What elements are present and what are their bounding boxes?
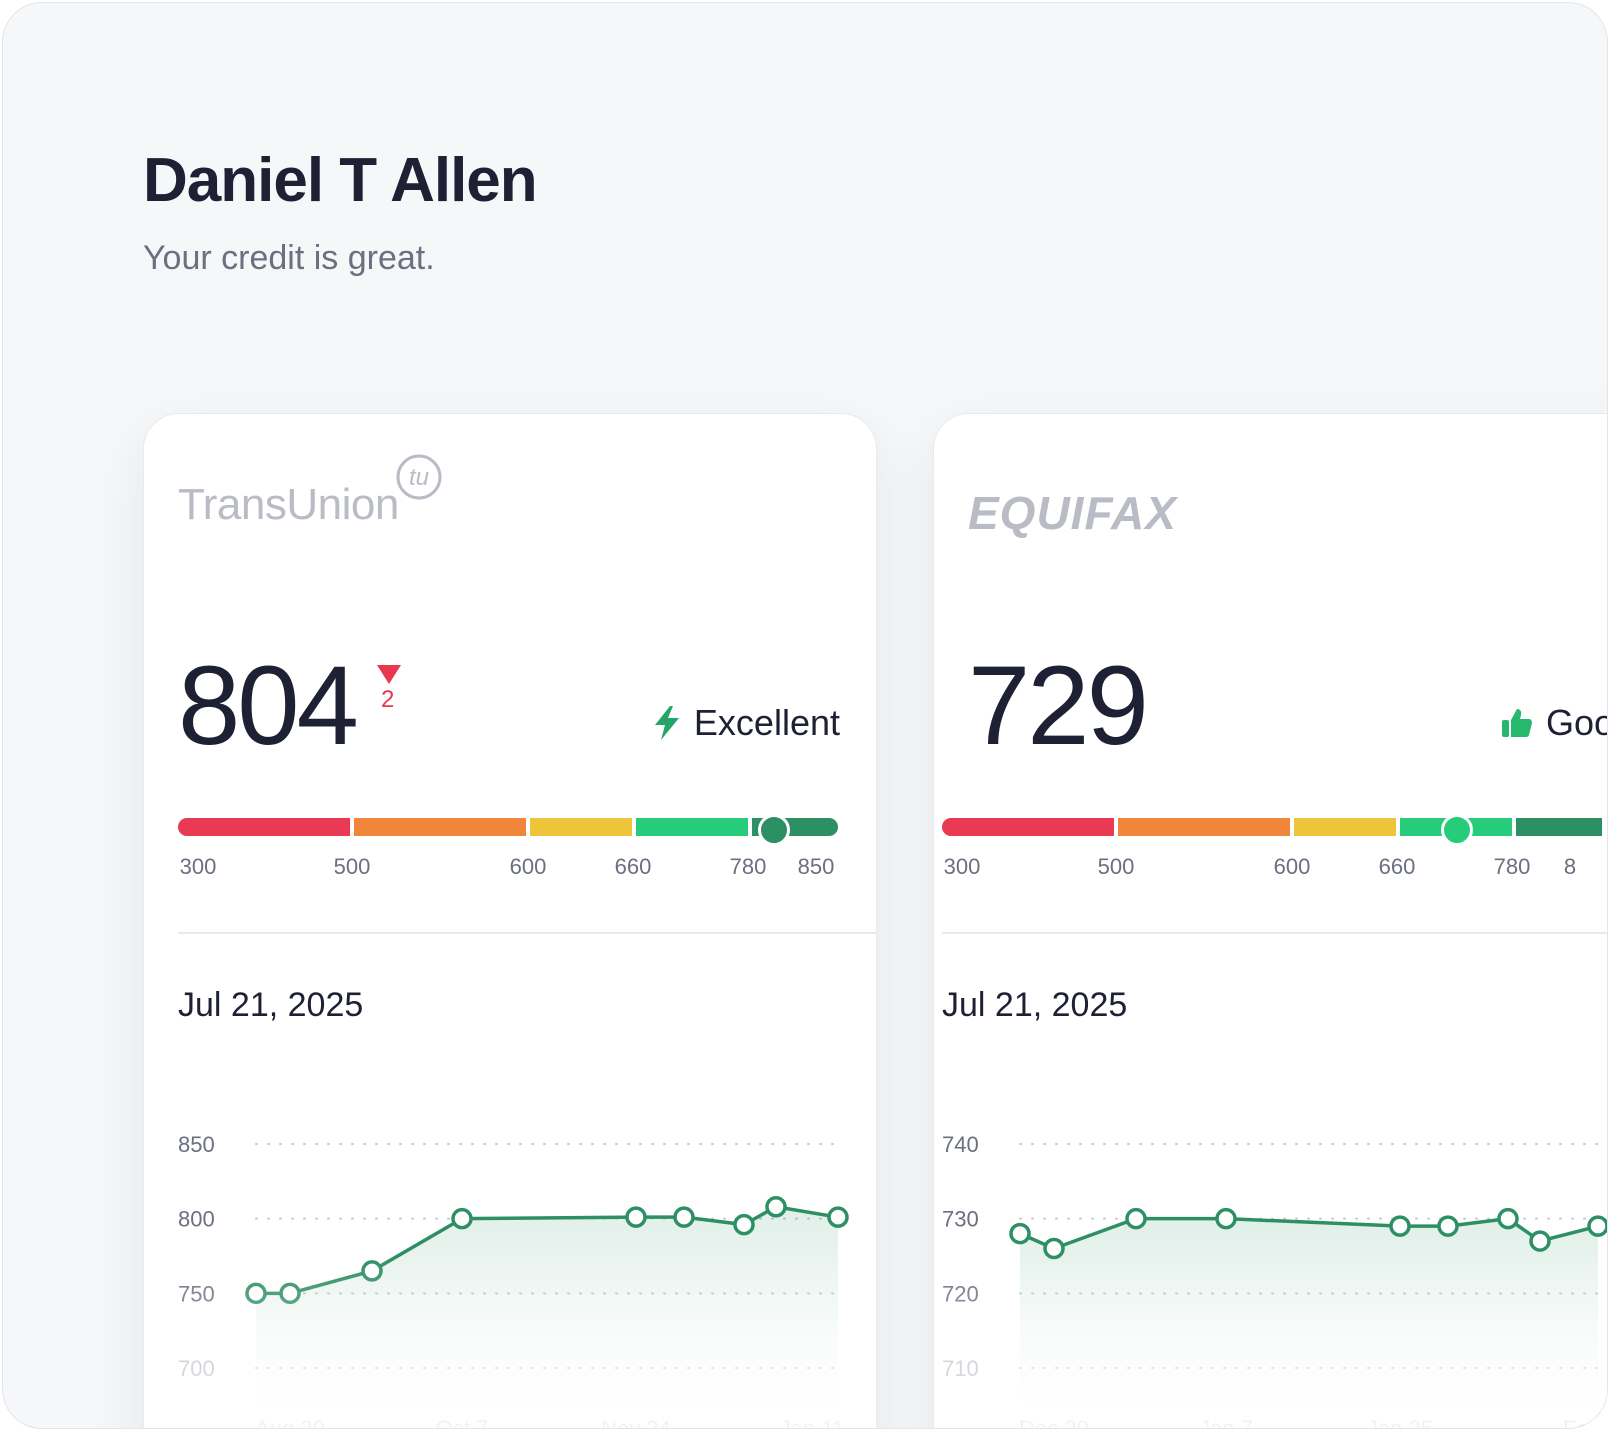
card-divider bbox=[178, 932, 876, 934]
data-point bbox=[451, 1207, 473, 1230]
score-range-bar: 300 500 600 660 780 8 bbox=[942, 814, 1607, 888]
range-segment-very-good bbox=[636, 818, 748, 836]
data-point bbox=[245, 1282, 267, 1305]
x-tick-label: Fe bbox=[1563, 1416, 1589, 1429]
y-tick-label: 730 bbox=[942, 1207, 979, 1232]
data-point bbox=[1437, 1215, 1459, 1237]
rating-text: Goo bbox=[1546, 702, 1608, 743]
equifax-logo-text: EQUIFAX bbox=[968, 487, 1177, 539]
data-point bbox=[1125, 1207, 1147, 1230]
card-divider bbox=[942, 932, 1607, 934]
score-value: 729 bbox=[968, 643, 1149, 768]
range-segment-good bbox=[530, 818, 632, 836]
range-segment-excellent bbox=[1516, 818, 1602, 836]
score-marker bbox=[1441, 814, 1473, 846]
series-area bbox=[256, 1206, 838, 1408]
range-segment-good bbox=[1294, 818, 1396, 836]
score-range-bar: 300 500 600 660 780 850 bbox=[178, 814, 838, 888]
range-tick-label: 660 bbox=[614, 854, 652, 879]
equifax-card[interactable]: EQUIFAX 729 Goo 300 500 600 660 780 8 Ju… bbox=[933, 413, 1608, 1429]
data-point bbox=[1529, 1230, 1551, 1252]
x-tick-label: Dec 20 bbox=[1019, 1416, 1089, 1429]
thumbs-up-icon bbox=[1502, 709, 1532, 737]
data-point bbox=[279, 1282, 301, 1305]
x-tick-label: Jan 11 bbox=[780, 1416, 844, 1429]
credit-summary-text: Your credit is great. bbox=[143, 239, 435, 277]
rating-text: Excellent bbox=[693, 702, 840, 743]
data-point bbox=[1043, 1237, 1065, 1260]
y-tick-label: 700 bbox=[178, 1356, 215, 1381]
y-tick-label: 720 bbox=[942, 1281, 979, 1306]
report-date: Jul 21, 2025 bbox=[942, 986, 1128, 1024]
data-point bbox=[1497, 1207, 1519, 1230]
range-tick-label: 600 bbox=[1273, 854, 1311, 879]
data-point bbox=[625, 1206, 647, 1228]
data-point bbox=[827, 1206, 849, 1228]
report-date: Jul 21, 2025 bbox=[178, 986, 364, 1024]
rating-label: Excellent bbox=[652, 702, 840, 744]
range-tick-label: 780 bbox=[729, 854, 767, 879]
lightning-icon bbox=[654, 706, 679, 740]
rating-label: Goo bbox=[1500, 702, 1608, 744]
series-area bbox=[1020, 1218, 1598, 1408]
y-tick-label: 750 bbox=[178, 1281, 215, 1306]
page-title: Daniel T Allen bbox=[143, 146, 538, 215]
range-segment-poor bbox=[178, 818, 350, 836]
range-segment-fair bbox=[354, 818, 526, 836]
y-tick-label: 740 bbox=[942, 1132, 979, 1157]
x-tick-label: Oct 7 bbox=[436, 1416, 489, 1429]
range-tick-label: 850 bbox=[797, 854, 835, 879]
y-tick-label: 850 bbox=[178, 1132, 215, 1157]
range-segment-fair bbox=[1118, 818, 1290, 836]
score-value: 804 bbox=[178, 643, 359, 768]
score-history-chart: 740 730 720 710 Dec 20 Jan 7 Jan 25 Fe bbox=[942, 1132, 1607, 1429]
range-tick-label: 500 bbox=[1097, 854, 1135, 879]
x-tick-label: Aug 20 bbox=[255, 1416, 325, 1429]
range-segment-poor bbox=[942, 818, 1114, 836]
equifax-logo: EQUIFAX bbox=[968, 486, 1177, 540]
transunion-logo: TransUnion bbox=[178, 480, 399, 530]
range-tick-label: 300 bbox=[943, 854, 981, 879]
range-tick-label: 780 bbox=[1493, 854, 1531, 879]
transunion-badge-text: tu bbox=[409, 464, 429, 491]
range-tick-label: 660 bbox=[1378, 854, 1416, 879]
score-history-chart: 850 800 750 700 Aug 20 Oct 7 Nov 24 Jan 11 bbox=[178, 1132, 849, 1429]
data-point bbox=[765, 1195, 787, 1218]
x-tick-label: Jan 7 bbox=[1199, 1416, 1253, 1429]
range-tick-label: 8 bbox=[1563, 854, 1577, 879]
data-point bbox=[361, 1260, 383, 1282]
score-down-triangle-icon bbox=[377, 665, 401, 684]
x-tick-label: Jan 25 bbox=[1367, 1416, 1433, 1429]
data-point bbox=[1215, 1207, 1237, 1230]
data-point bbox=[1389, 1215, 1411, 1237]
transunion-card[interactable]: TransUnion tu 804 2 Excellent 300 500 60 bbox=[143, 413, 877, 1429]
transunion-badge-icon: tu bbox=[396, 454, 442, 500]
y-tick-label: 800 bbox=[178, 1207, 215, 1232]
score-delta: 2 bbox=[381, 686, 395, 713]
range-tick-label: 300 bbox=[179, 854, 217, 879]
data-point bbox=[733, 1213, 755, 1236]
range-tick-label: 500 bbox=[333, 854, 371, 879]
y-tick-label: 710 bbox=[942, 1356, 979, 1381]
data-point bbox=[1587, 1215, 1607, 1237]
score-marker bbox=[758, 814, 790, 846]
x-tick-label: Nov 24 bbox=[601, 1416, 671, 1429]
range-tick-label: 600 bbox=[509, 854, 547, 879]
transunion-logo-text: TransUnion bbox=[178, 480, 399, 529]
data-point bbox=[673, 1206, 695, 1228]
data-point bbox=[1009, 1222, 1031, 1245]
